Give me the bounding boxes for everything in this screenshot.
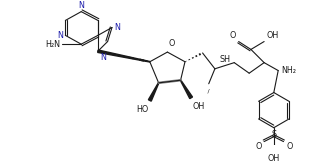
Text: /: / (205, 88, 209, 93)
Text: N: N (100, 53, 106, 62)
Polygon shape (180, 80, 192, 99)
Text: N: N (115, 23, 121, 32)
Text: OH: OH (193, 102, 205, 111)
Polygon shape (98, 50, 150, 62)
Text: HO: HO (136, 105, 148, 114)
Text: N: N (57, 31, 63, 40)
Polygon shape (148, 83, 159, 101)
Text: N: N (78, 1, 84, 10)
Text: O: O (230, 31, 236, 40)
Text: O: O (286, 142, 292, 151)
Text: S: S (271, 130, 276, 139)
Text: O: O (255, 142, 261, 151)
Text: O: O (168, 39, 175, 48)
Text: NH₂: NH₂ (281, 66, 296, 75)
Text: OH: OH (268, 154, 280, 162)
Text: H₂N: H₂N (45, 40, 60, 49)
Text: OH: OH (267, 31, 279, 40)
Text: SH: SH (219, 55, 230, 64)
